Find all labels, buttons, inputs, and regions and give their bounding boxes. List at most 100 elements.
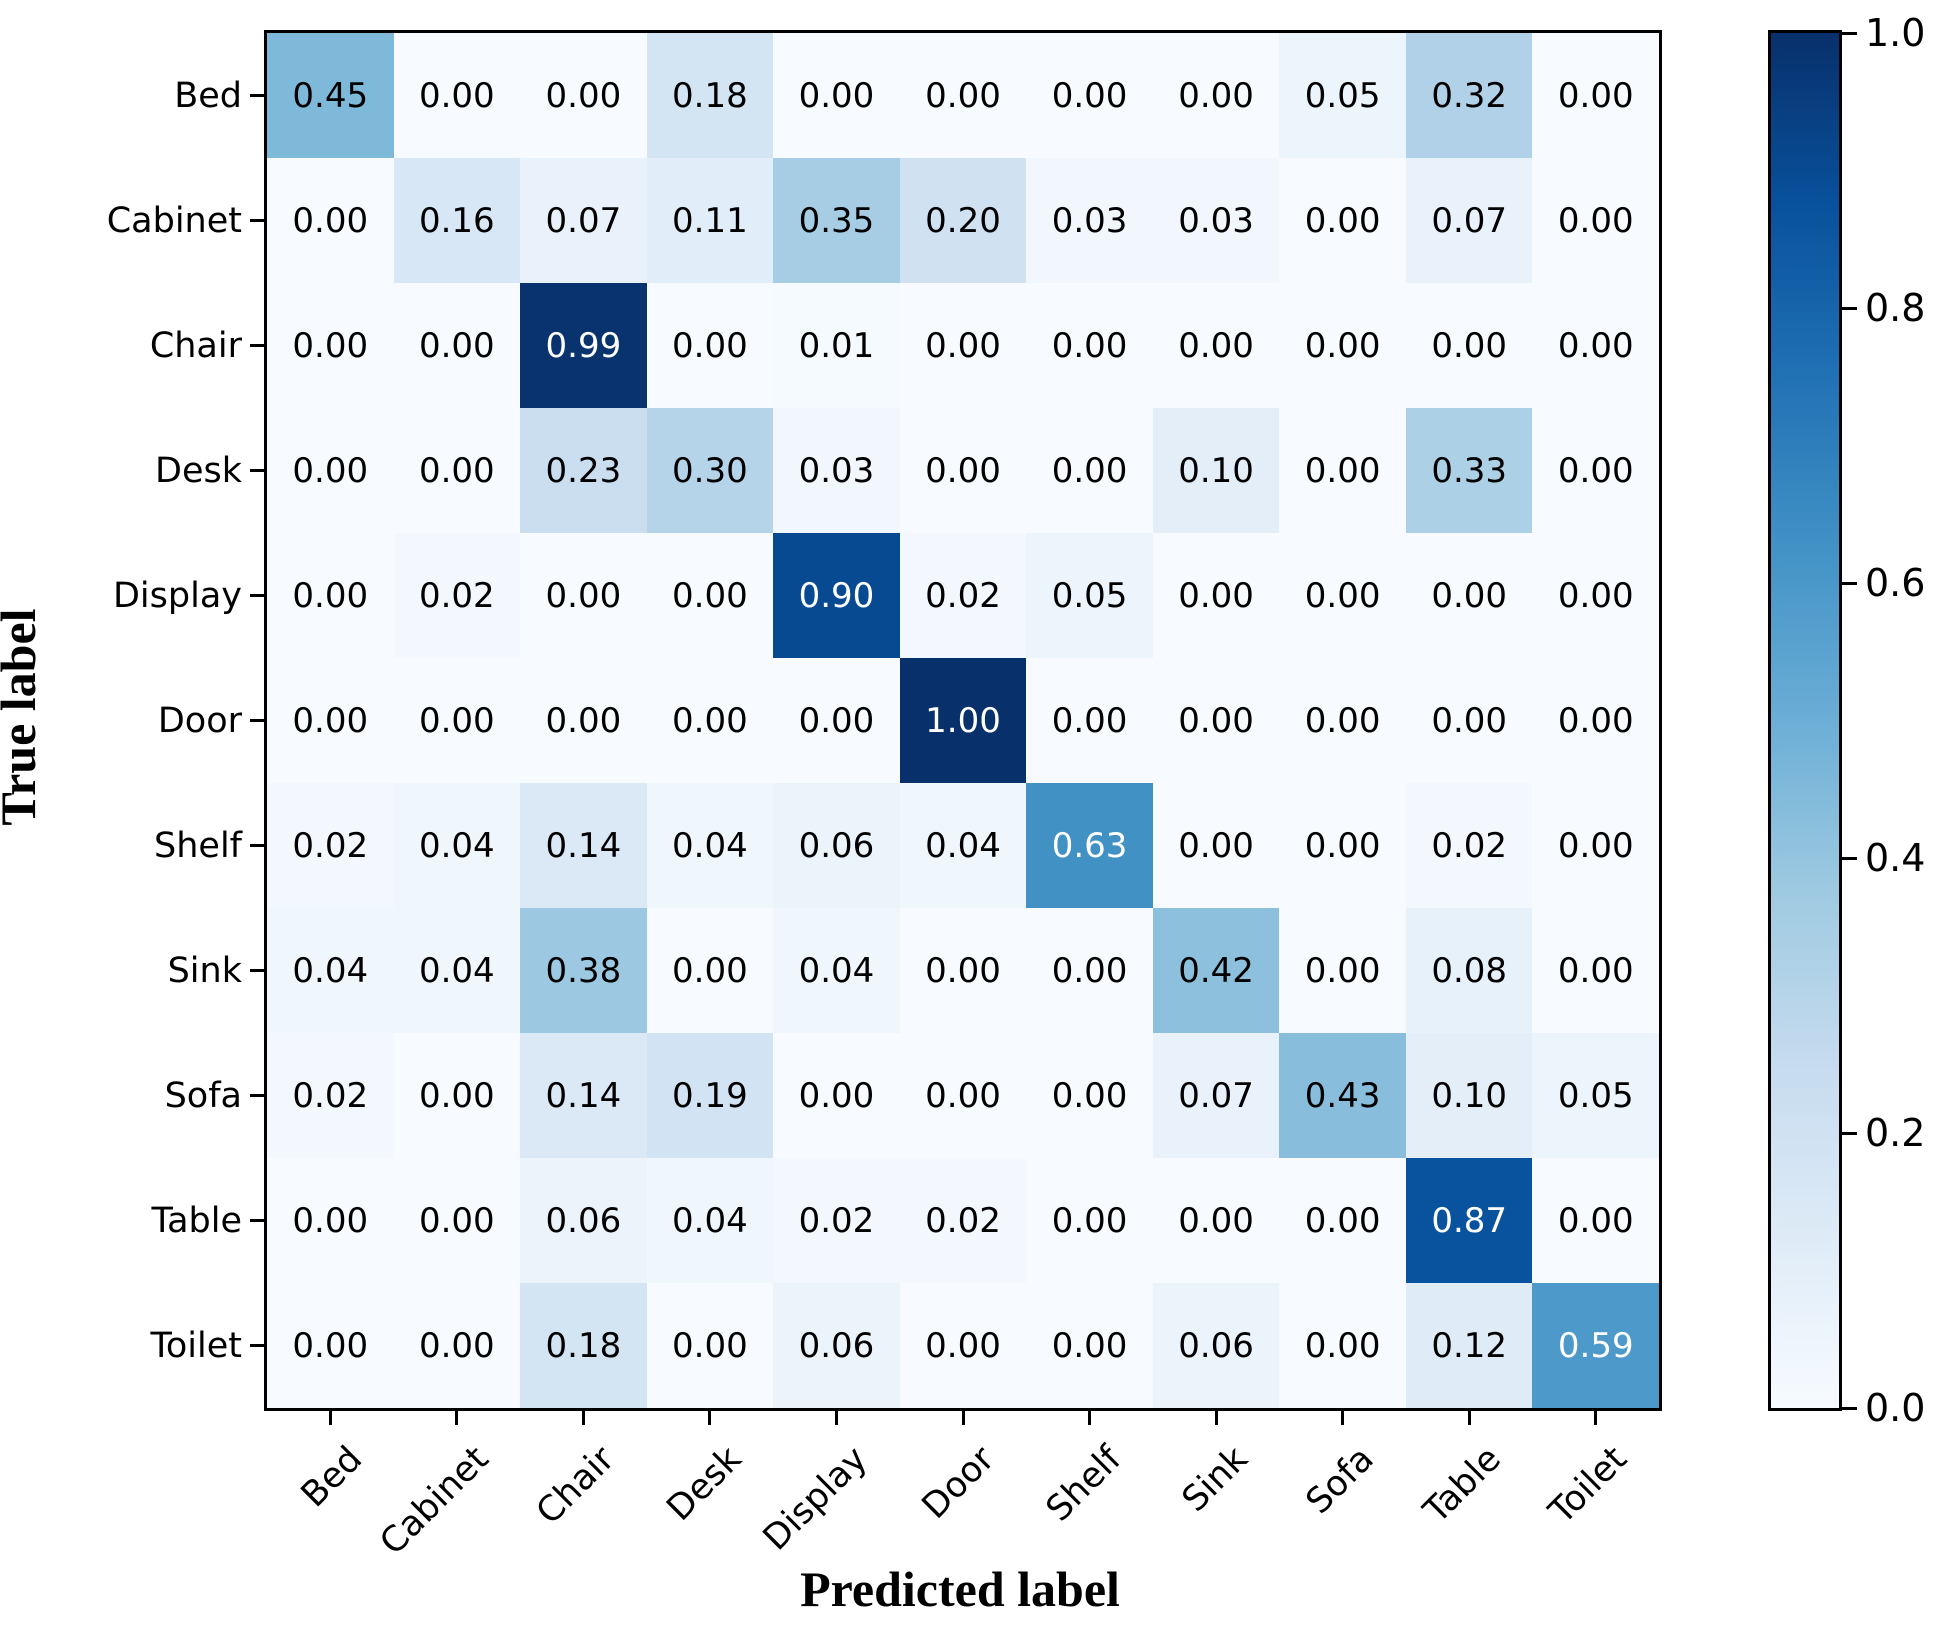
heatmap-cell-shelf-cabinet: 0.04 (393, 783, 521, 908)
x-tick (1214, 1411, 1218, 1425)
heatmap-cell-shelf-sofa: 0.00 (1279, 783, 1406, 908)
colorbar-tick-label-0.6: 0.6 (1865, 561, 1926, 605)
heatmap-cell-chair-desk: 0.00 (646, 283, 774, 408)
y-tick (250, 344, 264, 347)
heatmap-cell-door-cabinet: 0.00 (393, 658, 521, 783)
y-tick (250, 469, 264, 472)
heatmap-cell-chair-sink: 0.00 (1152, 283, 1280, 408)
heatmap-cell-bed-cabinet: 0.00 (393, 33, 521, 158)
heatmap-cell-sofa-sofa: 0.43 (1279, 1033, 1406, 1158)
x-tick-label-door: Door (914, 1439, 1003, 1527)
heatmap-cell-bed-toilet: 0.00 (1532, 33, 1659, 158)
colorbar-tick (1842, 306, 1857, 310)
heatmap-cell-table-bed: 0.00 (267, 1158, 394, 1283)
heatmap-cell-sofa-sink: 0.07 (1152, 1033, 1280, 1158)
x-tick-label-sink: Sink (1174, 1439, 1256, 1520)
heatmap-cell-door-desk: 0.00 (646, 658, 774, 783)
heatmap-cell-desk-desk: 0.30 (646, 408, 774, 533)
x-tick (581, 1411, 585, 1425)
y-tick-label-table: Table (151, 1200, 242, 1241)
heatmap-cell-cabinet-toilet: 0.00 (1532, 158, 1659, 283)
heatmap-cell-toilet-desk: 0.00 (646, 1283, 774, 1408)
y-tick-label-door: Door (157, 700, 242, 741)
heatmap-cell-display-toilet: 0.00 (1532, 533, 1659, 658)
y-tick (250, 594, 264, 597)
x-tick (961, 1411, 965, 1425)
heatmap-cell-shelf-shelf: 0.63 (1026, 783, 1153, 908)
y-tick-label-sofa: Sofa (164, 1075, 242, 1116)
heatmap-cell-bed-table: 0.32 (1405, 33, 1533, 158)
colorbar-tick (1842, 856, 1857, 860)
y-tick (250, 1344, 264, 1347)
heatmap-cell-desk-shelf: 0.00 (1026, 408, 1153, 533)
heatmap-cell-chair-door: 0.00 (899, 283, 1027, 408)
x-tick-label-table: Table (1416, 1439, 1509, 1532)
heatmap-cell-display-display: 0.90 (773, 533, 900, 658)
heatmap-cell-table-toilet: 0.00 (1532, 1158, 1659, 1283)
heatmap-cell-toilet-bed: 0.00 (267, 1283, 394, 1408)
y-tick-label-display: Display (112, 575, 242, 616)
heatmap-cell-shelf-door: 0.04 (899, 783, 1027, 908)
y-tick-label-desk: Desk (155, 450, 242, 491)
heatmap-cell-sofa-door: 0.00 (899, 1033, 1027, 1158)
heatmap-cell-sofa-desk: 0.19 (646, 1033, 774, 1158)
y-tick-label-chair: Chair (149, 325, 242, 366)
colorbar-tick (1842, 581, 1857, 585)
y-axis-title-text: True label (0, 608, 46, 826)
y-tick (250, 219, 264, 222)
x-tick-label-cabinet: Cabinet (372, 1439, 497, 1563)
colorbar-tick (1842, 1131, 1857, 1135)
heatmap-cell-door-door: 1.00 (899, 658, 1027, 783)
heatmap-cell-desk-cabinet: 0.00 (393, 408, 521, 533)
heatmap-cell-display-desk: 0.00 (646, 533, 774, 658)
heatmap-cell-sink-cabinet: 0.04 (393, 908, 521, 1033)
x-tick (834, 1411, 838, 1425)
heatmap-cell-shelf-sink: 0.00 (1152, 783, 1280, 908)
x-tick-label-sofa: Sofa (1298, 1439, 1382, 1523)
heatmap-cell-toilet-door: 0.00 (899, 1283, 1027, 1408)
y-tick-label-toilet: Toilet (150, 1325, 242, 1366)
heatmap-cell-toilet-chair: 0.18 (520, 1283, 647, 1408)
heatmap-cell-bed-shelf: 0.00 (1026, 33, 1153, 158)
heatmap-cell-desk-bed: 0.00 (267, 408, 394, 533)
y-tick (250, 1219, 264, 1222)
heatmap-cell-desk-sofa: 0.00 (1279, 408, 1406, 533)
heatmap-cell-desk-sink: 0.10 (1152, 408, 1280, 533)
x-tick (1341, 1411, 1345, 1425)
heatmap-cell-cabinet-shelf: 0.03 (1026, 158, 1153, 283)
heatmap-cell-chair-sofa: 0.00 (1279, 283, 1406, 408)
heatmap-cell-bed-bed: 0.45 (267, 33, 394, 158)
heatmap-cell-sink-sofa: 0.00 (1279, 908, 1406, 1033)
heatmap-cell-cabinet-door: 0.20 (899, 158, 1027, 283)
y-tick (250, 969, 264, 972)
heatmap-cell-cabinet-desk: 0.11 (646, 158, 774, 283)
x-axis-title: Predicted label (800, 1561, 1120, 1617)
heatmap-cell-sink-toilet: 0.00 (1532, 908, 1659, 1033)
colorbar-tick-label-0.0: 0.0 (1865, 1386, 1926, 1430)
heatmap-cell-cabinet-sink: 0.03 (1152, 158, 1280, 283)
heatmap-cell-sofa-display: 0.00 (773, 1033, 900, 1158)
heatmap-cell-display-bed: 0.00 (267, 533, 394, 658)
x-tick-label-display: Display (756, 1439, 876, 1559)
heatmap-cell-display-shelf: 0.05 (1026, 533, 1153, 658)
heatmap-cell-toilet-toilet: 0.59 (1532, 1283, 1659, 1408)
heatmap-cell-chair-toilet: 0.00 (1532, 283, 1659, 408)
heatmap-cell-desk-chair: 0.23 (520, 408, 647, 533)
y-tick-label-cabinet: Cabinet (106, 200, 242, 241)
colorbar-tick-label-0.4: 0.4 (1865, 836, 1926, 880)
heatmap-cell-table-table: 0.87 (1405, 1158, 1533, 1283)
heatmap-cell-chair-shelf: 0.00 (1026, 283, 1153, 408)
y-tick-label-bed: Bed (174, 75, 242, 116)
heatmap-cell-display-sink: 0.00 (1152, 533, 1280, 658)
heatmap-cell-toilet-table: 0.12 (1405, 1283, 1533, 1408)
heatmap-cell-display-sofa: 0.00 (1279, 533, 1406, 658)
heatmap-cell-cabinet-bed: 0.00 (267, 158, 394, 283)
heatmap-cell-cabinet-chair: 0.07 (520, 158, 647, 283)
heatmap-cell-shelf-chair: 0.14 (520, 783, 647, 908)
heatmap-cell-chair-cabinet: 0.00 (393, 283, 521, 408)
heatmap-cell-bed-door: 0.00 (899, 33, 1027, 158)
heatmap-plot-area: 0.45 0.00 0.00 0.18 0.00 0.00 0.00 0.00 0.05 0.32… (264, 30, 1662, 1411)
heatmap-cell-cabinet-sofa: 0.00 (1279, 158, 1406, 283)
heatmap-cell-table-chair: 0.06 (520, 1158, 647, 1283)
